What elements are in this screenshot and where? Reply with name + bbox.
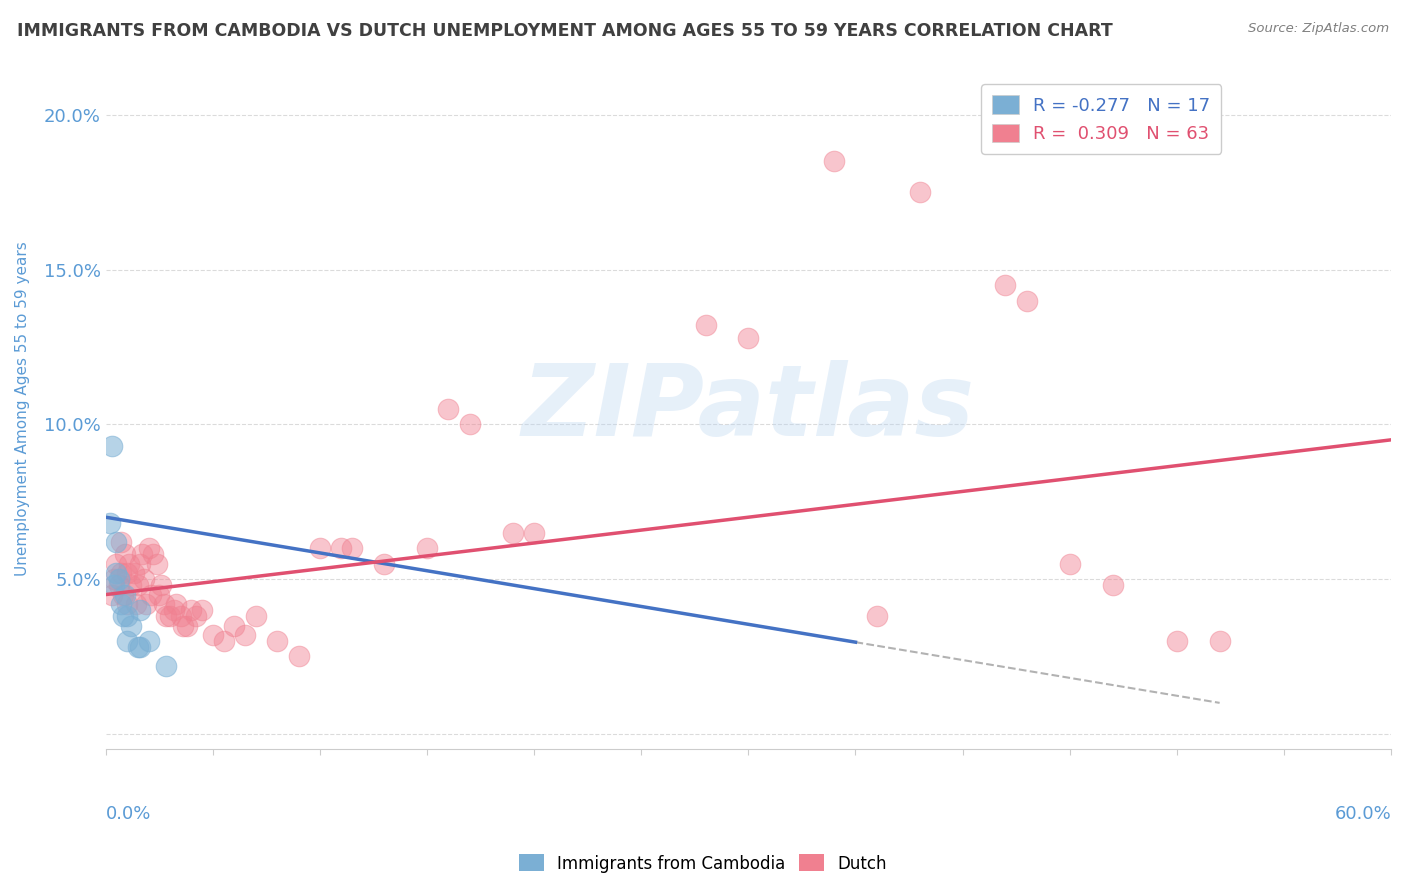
Point bbox=[340, 541, 363, 556]
Point bbox=[1059, 557, 1081, 571]
Point bbox=[1015, 293, 1038, 308]
Text: ZIPatlas: ZIPatlas bbox=[522, 360, 974, 458]
Point bbox=[155, 658, 177, 673]
Point bbox=[138, 634, 160, 648]
Point bbox=[176, 618, 198, 632]
Point bbox=[129, 557, 152, 571]
Point bbox=[115, 597, 138, 611]
Point bbox=[994, 278, 1017, 293]
Point bbox=[201, 628, 224, 642]
Text: Source: ZipAtlas.com: Source: ZipAtlas.com bbox=[1249, 22, 1389, 36]
Point bbox=[823, 154, 845, 169]
Point bbox=[110, 535, 132, 549]
Point bbox=[134, 572, 156, 586]
Point bbox=[110, 597, 132, 611]
Point bbox=[105, 535, 128, 549]
Y-axis label: Unemployment Among Ages 55 to 59 years: Unemployment Among Ages 55 to 59 years bbox=[15, 242, 30, 576]
Point bbox=[866, 609, 889, 624]
Legend: R = -0.277   N = 17, R =  0.309   N = 63: R = -0.277 N = 17, R = 0.309 N = 63 bbox=[981, 85, 1222, 153]
Point bbox=[695, 318, 717, 333]
Point bbox=[523, 525, 546, 540]
Point bbox=[135, 597, 157, 611]
Point bbox=[103, 578, 125, 592]
Point bbox=[111, 609, 134, 624]
Point bbox=[131, 547, 153, 561]
Point bbox=[172, 618, 194, 632]
Point bbox=[114, 588, 136, 602]
Point bbox=[245, 609, 267, 624]
Point bbox=[129, 603, 152, 617]
Point bbox=[184, 609, 207, 624]
Point bbox=[152, 597, 174, 611]
Point bbox=[1208, 634, 1230, 648]
Point bbox=[107, 578, 129, 592]
Point bbox=[416, 541, 439, 556]
Point bbox=[458, 417, 481, 432]
Point bbox=[127, 640, 149, 655]
Point bbox=[115, 566, 138, 580]
Point bbox=[110, 566, 132, 580]
Point bbox=[105, 557, 128, 571]
Text: 60.0%: 60.0% bbox=[1334, 805, 1391, 823]
Point bbox=[309, 541, 332, 556]
Point bbox=[373, 557, 395, 571]
Point bbox=[101, 588, 124, 602]
Point bbox=[120, 578, 142, 592]
Point bbox=[737, 331, 759, 345]
Point bbox=[111, 588, 134, 602]
Point bbox=[129, 640, 152, 655]
Point bbox=[105, 566, 128, 580]
Point bbox=[224, 618, 246, 632]
Point bbox=[115, 634, 138, 648]
Point bbox=[101, 439, 124, 453]
Point bbox=[163, 603, 186, 617]
Point bbox=[103, 572, 125, 586]
Point bbox=[437, 401, 460, 416]
Point bbox=[165, 597, 187, 611]
Point bbox=[191, 603, 214, 617]
Point bbox=[150, 578, 173, 592]
Point bbox=[142, 547, 165, 561]
Point bbox=[98, 516, 121, 531]
Legend: Immigrants from Cambodia, Dutch: Immigrants from Cambodia, Dutch bbox=[512, 847, 894, 880]
Point bbox=[180, 603, 202, 617]
Point bbox=[120, 618, 142, 632]
Point bbox=[115, 609, 138, 624]
Point bbox=[155, 609, 177, 624]
Point bbox=[114, 547, 136, 561]
Text: IMMIGRANTS FROM CAMBODIA VS DUTCH UNEMPLOYMENT AMONG AGES 55 TO 59 YEARS CORRELA: IMMIGRANTS FROM CAMBODIA VS DUTCH UNEMPL… bbox=[17, 22, 1112, 40]
Point bbox=[122, 566, 145, 580]
Point bbox=[330, 541, 353, 556]
Point bbox=[233, 628, 256, 642]
Point bbox=[287, 649, 309, 664]
Point bbox=[138, 541, 160, 556]
Point bbox=[1166, 634, 1188, 648]
Point bbox=[908, 186, 931, 200]
Point bbox=[146, 557, 169, 571]
Point bbox=[266, 634, 288, 648]
Point bbox=[1101, 578, 1123, 592]
Point bbox=[148, 588, 170, 602]
Point bbox=[212, 634, 235, 648]
Point bbox=[127, 578, 149, 592]
Point bbox=[125, 597, 148, 611]
Text: 0.0%: 0.0% bbox=[105, 805, 150, 823]
Point bbox=[139, 588, 162, 602]
Point bbox=[118, 557, 141, 571]
Point bbox=[502, 525, 524, 540]
Point bbox=[159, 609, 181, 624]
Point bbox=[107, 572, 129, 586]
Point bbox=[170, 609, 193, 624]
